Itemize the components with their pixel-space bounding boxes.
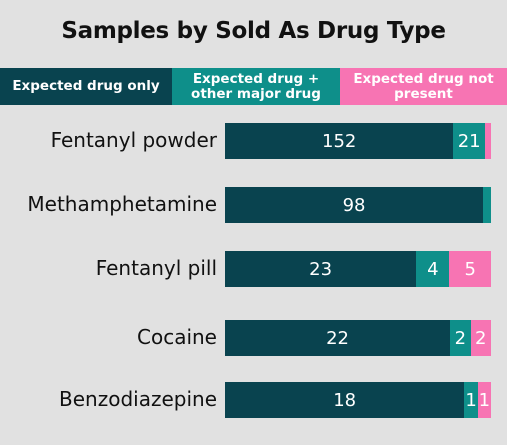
bar-segment: 4 xyxy=(416,251,450,287)
category-label: Benzodiazepine xyxy=(59,387,217,411)
category-label: Fentanyl pill xyxy=(95,256,217,280)
legend: Expected drug only Expected drug + other … xyxy=(0,68,507,105)
data-label: 18 xyxy=(333,389,357,411)
data-label: 5 xyxy=(464,258,476,280)
bar-segment xyxy=(484,123,491,159)
data-label: 21 xyxy=(457,130,481,152)
legend-item-2: Expected drug + other major drug xyxy=(172,68,340,105)
category-label: Cocaine xyxy=(137,325,217,349)
legend-item-1: Expected drug only xyxy=(0,68,172,105)
bar-segment: 1 xyxy=(464,382,478,418)
bar-segment xyxy=(483,187,491,223)
bar-segment: 18 xyxy=(225,382,465,418)
bar-segment: 2 xyxy=(470,320,491,356)
bar-segment: 152 xyxy=(225,123,454,159)
data-label: 1 xyxy=(478,389,491,411)
bar-segment: 22 xyxy=(225,320,451,356)
category-label: Fentanyl powder xyxy=(50,128,217,152)
data-label: 2 xyxy=(454,327,467,349)
bar-segment: 21 xyxy=(453,123,485,159)
data-label: 4 xyxy=(427,258,439,280)
data-label: 1 xyxy=(465,389,477,411)
data-label: 22 xyxy=(326,327,349,349)
chart-title: Samples by Sold As Drug Type xyxy=(61,18,446,44)
data-label: 23 xyxy=(309,258,333,280)
category-label: Methamphetamine xyxy=(27,192,217,216)
data-label: 98 xyxy=(342,194,366,216)
bar-segment: 5 xyxy=(449,251,491,287)
data-label: 2 xyxy=(475,327,487,349)
legend-item-3: Expected drug not present xyxy=(340,68,507,105)
data-label: 152 xyxy=(322,130,357,152)
bar-segment: 98 xyxy=(225,187,484,223)
bar-segment: 1 xyxy=(477,382,491,418)
bar-segment: 2 xyxy=(450,320,471,356)
bar-segment: 23 xyxy=(225,251,417,287)
